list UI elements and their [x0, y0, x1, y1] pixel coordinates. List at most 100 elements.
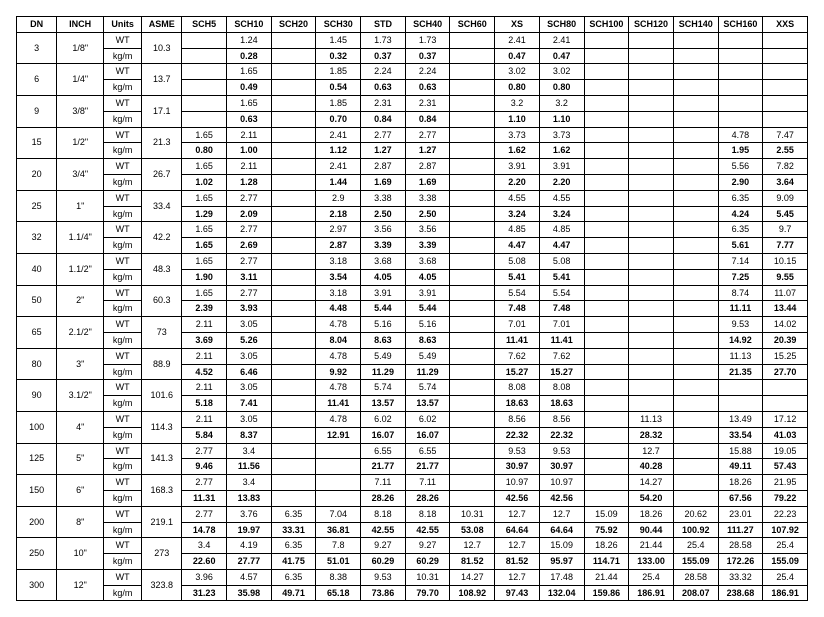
cell-value: 11.41 [316, 396, 361, 412]
cell-value [584, 427, 629, 443]
cell-value: 3.56 [405, 222, 450, 238]
cell-value: 2.77 [182, 506, 227, 522]
cell-value: 27.77 [227, 554, 272, 570]
cell-value: 35.98 [227, 585, 272, 601]
cell-value: 11.13 [718, 348, 763, 364]
cell-value [450, 364, 495, 380]
cell-value [673, 459, 718, 475]
cell-value: 2.20 [495, 174, 540, 190]
cell-value [673, 190, 718, 206]
cell-value [450, 222, 495, 238]
cell-value [673, 443, 718, 459]
cell-value: 19.05 [763, 443, 808, 459]
cell-value: 8.08 [539, 380, 584, 396]
cell-value: 15.27 [539, 364, 584, 380]
cell-value: 40.28 [629, 459, 674, 475]
cell-value [584, 332, 629, 348]
cell-value [584, 80, 629, 96]
cell-dn: 25 [17, 190, 57, 222]
cell-value: 9.27 [405, 538, 450, 554]
cell-value: 9.53 [539, 443, 584, 459]
cell-value: 22.32 [539, 427, 584, 443]
cell-value [629, 48, 674, 64]
cell-inch: 10" [57, 538, 104, 570]
cell-value [584, 222, 629, 238]
cell-value: 4.78 [718, 127, 763, 143]
cell-value: 8.63 [361, 332, 406, 348]
cell-value [673, 159, 718, 175]
cell-dn: 80 [17, 348, 57, 380]
table-row: kg/m1.292.092.182.502.503.243.244.245.45 [17, 206, 808, 222]
cell-value: 15.25 [763, 348, 808, 364]
cell-value: 6.02 [361, 411, 406, 427]
table-row: 61/4"WT13.71.651.852.242.243.023.02 [17, 64, 808, 80]
cell-dn: 32 [17, 222, 57, 254]
cell-value: 2.41 [316, 127, 361, 143]
cell-value: 42.55 [405, 522, 450, 538]
cell-value: 4.05 [361, 269, 406, 285]
cell-value [763, 32, 808, 48]
table-row: 93/8"WT17.11.651.852.312.313.23.2 [17, 95, 808, 111]
cell-value: 7.04 [316, 506, 361, 522]
pipe-schedule-table: DNINCHUnitsASMESCH5SCH10SCH20SCH30STDSCH… [16, 16, 808, 601]
cell-value [271, 348, 316, 364]
cell-value: 1.85 [316, 64, 361, 80]
cell-value: 7.62 [495, 348, 540, 364]
cell-unit: WT [104, 411, 142, 427]
cell-value [629, 80, 674, 96]
cell-value: 51.01 [316, 554, 361, 570]
cell-value: 5.16 [405, 317, 450, 333]
cell-value: 21.44 [629, 538, 674, 554]
cell-value [629, 364, 674, 380]
cell-value [629, 332, 674, 348]
cell-value: 100.92 [673, 522, 718, 538]
cell-value [673, 32, 718, 48]
cell-value [629, 190, 674, 206]
cell-value [629, 269, 674, 285]
cell-value: 0.28 [227, 48, 272, 64]
cell-value: 4.85 [495, 222, 540, 238]
cell-value: 3.18 [316, 285, 361, 301]
cell-value: 3.4 [182, 538, 227, 554]
cell-asme: 101.6 [142, 380, 182, 412]
cell-value [584, 174, 629, 190]
col-std: STD [361, 17, 406, 33]
cell-value [450, 411, 495, 427]
cell-value: 3.39 [405, 238, 450, 254]
cell-value: 3.54 [316, 269, 361, 285]
cell-asme: 10.3 [142, 32, 182, 64]
cell-value: 1.73 [361, 32, 406, 48]
cell-value: 23.01 [718, 506, 763, 522]
cell-value [584, 64, 629, 80]
cell-dn: 65 [17, 317, 57, 349]
cell-value: 2.11 [182, 411, 227, 427]
cell-value: 1.65 [227, 95, 272, 111]
cell-value: 60.29 [405, 554, 450, 570]
col-sch100: SCH100 [584, 17, 629, 33]
cell-value: 28.58 [718, 538, 763, 554]
cell-value: 5.49 [405, 348, 450, 364]
cell-value: 3.91 [539, 159, 584, 175]
cell-unit: WT [104, 538, 142, 554]
cell-value [763, 95, 808, 111]
cell-value: 155.09 [673, 554, 718, 570]
cell-unit: WT [104, 64, 142, 80]
cell-unit: kg/m [104, 80, 142, 96]
cell-value: 2.41 [316, 159, 361, 175]
cell-value [763, 64, 808, 80]
cell-value: 30.97 [539, 459, 584, 475]
cell-asme: 13.7 [142, 64, 182, 96]
cell-value: 12.7 [450, 538, 495, 554]
cell-value [450, 459, 495, 475]
cell-unit: WT [104, 32, 142, 48]
cell-value: 0.80 [495, 80, 540, 96]
cell-value [673, 64, 718, 80]
cell-value [271, 190, 316, 206]
cell-value: 5.45 [763, 206, 808, 222]
cell-value: 22.60 [182, 554, 227, 570]
cell-value: 2.41 [539, 32, 584, 48]
cell-value: 41.03 [763, 427, 808, 443]
cell-value: 3.39 [361, 238, 406, 254]
cell-value [316, 475, 361, 491]
cell-value: 7.48 [539, 301, 584, 317]
